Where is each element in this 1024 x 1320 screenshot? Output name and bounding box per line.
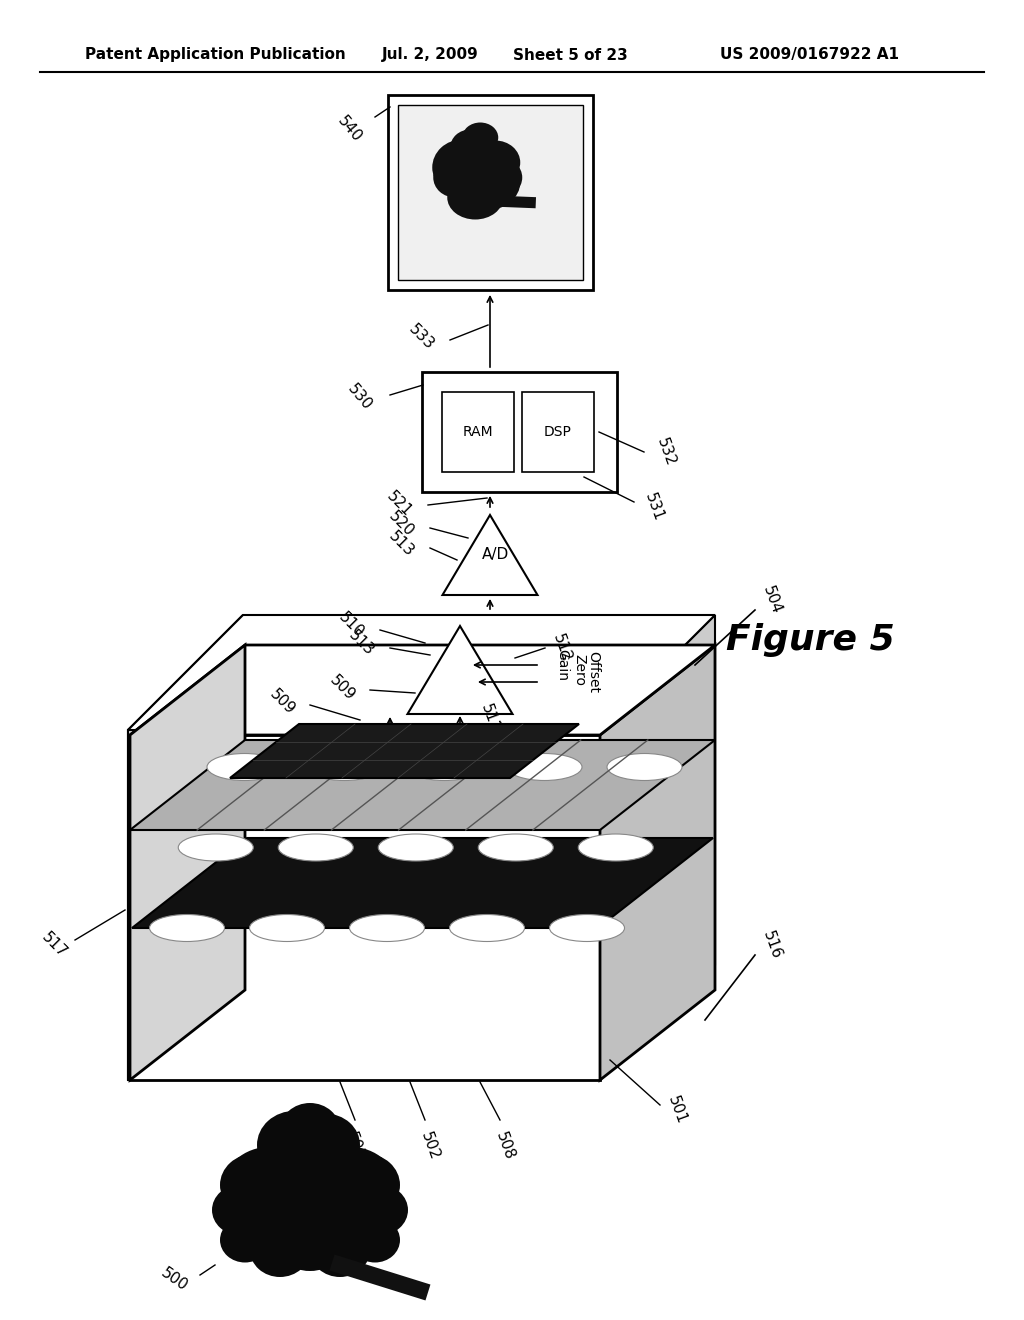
Ellipse shape xyxy=(310,1204,380,1266)
Polygon shape xyxy=(128,615,243,1080)
Ellipse shape xyxy=(447,176,503,219)
Text: 509: 509 xyxy=(327,672,358,704)
Text: 530: 530 xyxy=(345,381,375,413)
Ellipse shape xyxy=(240,1204,310,1266)
Text: 500: 500 xyxy=(158,1266,190,1295)
Text: 513: 513 xyxy=(346,627,377,659)
Polygon shape xyxy=(600,615,715,1080)
Ellipse shape xyxy=(579,834,653,861)
Bar xyxy=(398,106,583,280)
Text: 511: 511 xyxy=(478,702,502,734)
Text: 540: 540 xyxy=(335,114,365,145)
Ellipse shape xyxy=(279,834,353,861)
Polygon shape xyxy=(408,626,512,714)
Text: 513: 513 xyxy=(386,528,417,560)
Ellipse shape xyxy=(220,1217,270,1262)
Ellipse shape xyxy=(222,1147,318,1233)
Ellipse shape xyxy=(207,754,282,780)
Text: Offset: Offset xyxy=(586,651,600,693)
Text: DSP: DSP xyxy=(544,425,572,440)
Polygon shape xyxy=(130,645,715,735)
Ellipse shape xyxy=(507,754,582,780)
Ellipse shape xyxy=(478,834,553,861)
Ellipse shape xyxy=(150,915,224,941)
Ellipse shape xyxy=(222,1181,298,1249)
Ellipse shape xyxy=(257,1111,333,1179)
Ellipse shape xyxy=(220,1154,290,1217)
Ellipse shape xyxy=(352,1185,408,1236)
Text: Patent Application Publication: Patent Application Publication xyxy=(85,48,346,62)
Ellipse shape xyxy=(280,1104,340,1158)
Bar xyxy=(422,372,617,492)
Ellipse shape xyxy=(451,129,490,165)
Text: 508: 508 xyxy=(493,1130,517,1163)
Text: 516: 516 xyxy=(760,929,784,961)
Text: RAM: RAM xyxy=(463,425,494,440)
Polygon shape xyxy=(128,730,600,1080)
Ellipse shape xyxy=(302,1147,398,1233)
Bar xyxy=(388,95,593,290)
Ellipse shape xyxy=(451,154,520,210)
Ellipse shape xyxy=(462,123,499,153)
Polygon shape xyxy=(130,645,245,1080)
Text: A/D: A/D xyxy=(481,548,509,562)
Ellipse shape xyxy=(240,1180,330,1261)
Bar xyxy=(522,392,594,473)
Ellipse shape xyxy=(450,915,524,941)
Text: 520: 520 xyxy=(386,508,417,540)
Bar xyxy=(442,392,514,473)
Ellipse shape xyxy=(310,1224,370,1276)
Text: Sheet 5 of 23: Sheet 5 of 23 xyxy=(513,48,628,62)
Text: Zero: Zero xyxy=(572,653,586,686)
Text: 502: 502 xyxy=(418,1130,442,1163)
Polygon shape xyxy=(128,615,715,730)
Polygon shape xyxy=(600,645,715,1080)
Polygon shape xyxy=(132,838,713,928)
Text: 509: 509 xyxy=(267,686,298,718)
Ellipse shape xyxy=(350,1217,400,1262)
Ellipse shape xyxy=(407,754,482,780)
Text: 504: 504 xyxy=(760,583,784,616)
Polygon shape xyxy=(128,965,715,1080)
Text: 532: 532 xyxy=(654,436,678,469)
Text: Jul. 2, 2009: Jul. 2, 2009 xyxy=(382,48,478,62)
Ellipse shape xyxy=(330,1154,400,1217)
Text: 521: 521 xyxy=(384,488,415,520)
Polygon shape xyxy=(230,723,579,777)
Polygon shape xyxy=(130,741,715,830)
Ellipse shape xyxy=(433,157,477,198)
Ellipse shape xyxy=(178,834,253,861)
Text: 503: 503 xyxy=(343,1130,367,1163)
Ellipse shape xyxy=(607,754,682,780)
Text: 501: 501 xyxy=(665,1094,689,1126)
Ellipse shape xyxy=(378,834,454,861)
Ellipse shape xyxy=(322,1181,398,1249)
Ellipse shape xyxy=(212,1185,268,1236)
Ellipse shape xyxy=(550,915,625,941)
Text: US 2009/0167922 A1: US 2009/0167922 A1 xyxy=(721,48,899,62)
Text: Gain: Gain xyxy=(555,649,569,681)
Ellipse shape xyxy=(349,915,425,941)
Ellipse shape xyxy=(255,1121,365,1220)
Text: 533: 533 xyxy=(406,321,437,352)
Ellipse shape xyxy=(290,1180,380,1261)
Text: Figure 5: Figure 5 xyxy=(726,623,894,657)
Ellipse shape xyxy=(250,915,325,941)
Text: 517: 517 xyxy=(39,929,70,961)
Ellipse shape xyxy=(307,754,382,780)
Polygon shape xyxy=(442,515,538,595)
Text: 531: 531 xyxy=(642,491,666,523)
Text: 510: 510 xyxy=(336,610,367,640)
Ellipse shape xyxy=(270,1199,350,1271)
Ellipse shape xyxy=(432,140,493,195)
Ellipse shape xyxy=(470,140,520,185)
Text: 512: 512 xyxy=(550,632,574,664)
Polygon shape xyxy=(130,735,600,1080)
Ellipse shape xyxy=(290,1114,360,1176)
Ellipse shape xyxy=(478,157,522,198)
Ellipse shape xyxy=(250,1224,310,1276)
